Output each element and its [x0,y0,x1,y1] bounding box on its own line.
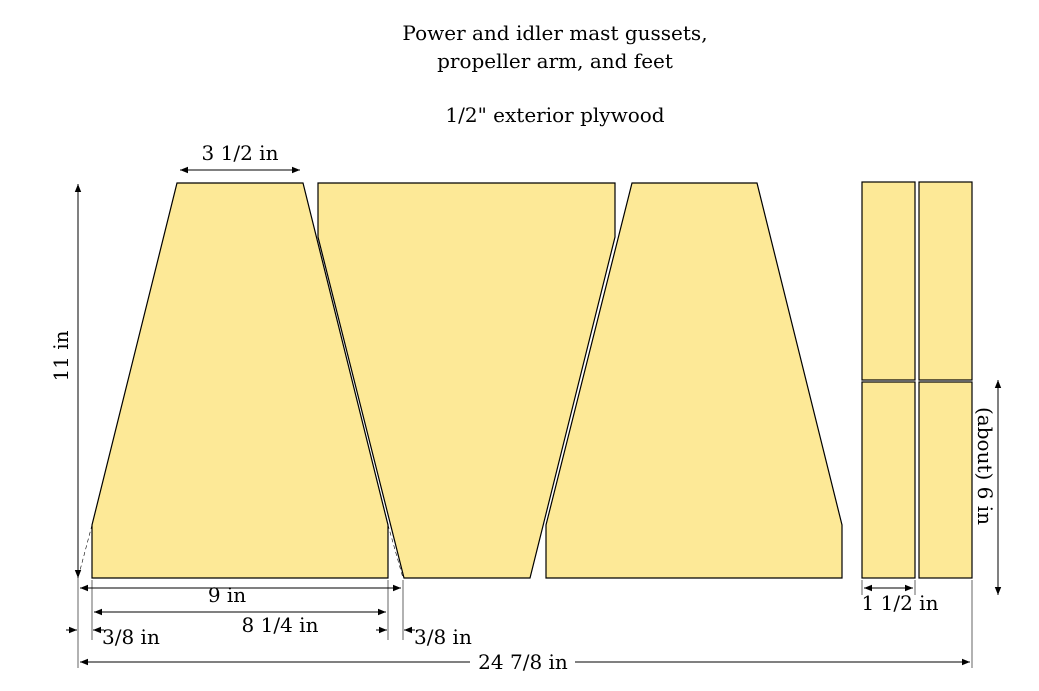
dimension-label: (about) 6 in [973,407,997,525]
pieces [91,181,973,579]
dimension-label: 1 1/2 in [862,591,939,615]
dimension-label: 3/8 in [102,625,160,649]
dimension-lines [66,166,1002,668]
gusset [545,182,843,579]
material: 1/2" exterior plywood [445,103,664,127]
foot [918,381,973,579]
foot [861,181,916,381]
propeller-arm [317,182,616,579]
dimension-label: 24 7/8 in [478,650,568,674]
dimension-label: 11 in [49,330,73,381]
foot [918,181,973,381]
dimension-label: 3 1/2 in [202,141,279,165]
dimension-label: 3/8 in [414,625,472,649]
dimension-label: 8 1/4 in [242,613,319,637]
title-line: propeller arm, and feet [437,49,673,73]
foot [861,381,916,579]
dimension-label: 9 in [208,583,246,607]
title-line: Power and idler mast gussets, [402,21,707,45]
